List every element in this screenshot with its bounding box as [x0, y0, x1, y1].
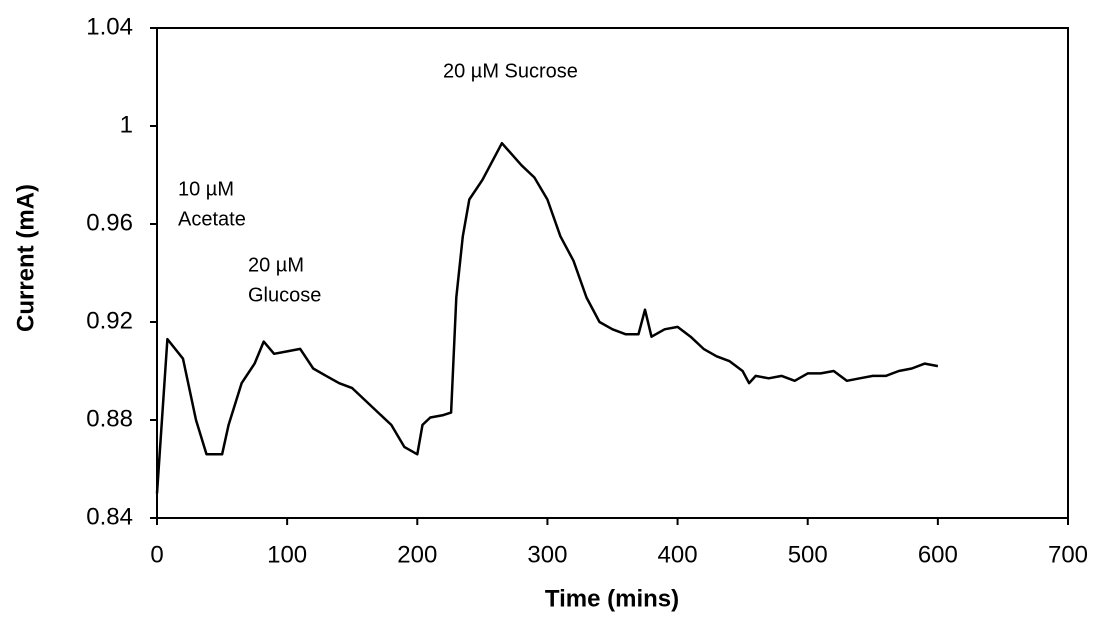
annotation: Acetate	[178, 208, 246, 230]
annotation: Glucose	[248, 284, 321, 306]
x-tick-label: 200	[397, 541, 437, 568]
y-axis-label: Current (mA)	[12, 184, 39, 332]
y-tick-label: 0.84	[86, 503, 133, 530]
data-line	[155, 141, 939, 494]
x-tick-label: 300	[527, 541, 567, 568]
x-tick-label: 700	[1048, 541, 1088, 568]
x-tick-label: 0	[150, 541, 163, 568]
x-tick-label: 500	[788, 541, 828, 568]
y-tick-label: 1	[120, 111, 133, 138]
plot-frame	[156, 27, 1069, 519]
y-tick-label: 0.92	[86, 307, 133, 334]
y-tick-label: 0.96	[86, 209, 133, 236]
x-tick-label: 100	[267, 541, 307, 568]
x-axis-label: Time (mins)	[545, 585, 679, 612]
x-tick-label: 400	[658, 541, 698, 568]
annotation: 20 µM	[248, 254, 304, 276]
y-tick-label: 1.04	[86, 13, 133, 40]
annotation: 10 µM	[178, 178, 234, 200]
x-tick-label: 600	[918, 541, 958, 568]
annotation: 20 µM Sucrose	[443, 60, 578, 82]
y-tick-label: 0.88	[86, 405, 133, 432]
